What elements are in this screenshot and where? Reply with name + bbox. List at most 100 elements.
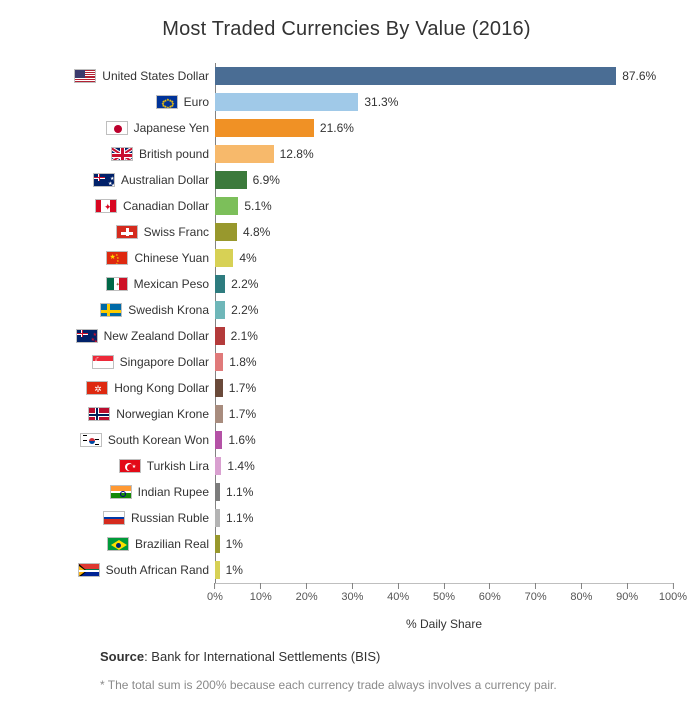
bar — [215, 457, 221, 475]
bar-cell: 1.4% — [215, 453, 673, 479]
x-tick-label: 90% — [616, 591, 638, 603]
category-label: Hong Kong Dollar — [114, 381, 209, 395]
bar — [215, 197, 238, 215]
category-label-cell: ★★★★ New Zealand Dollar — [20, 329, 215, 343]
x-tick: 80% — [570, 583, 592, 603]
bar-row: ★ Turkish Lira 1.4% — [20, 453, 673, 479]
flag-icon: ☾ — [92, 355, 114, 369]
bar — [215, 353, 223, 371]
category-label-cell: South African Rand — [20, 563, 215, 577]
bar-cell: 87.6% — [215, 63, 673, 89]
category-label: South Korean Won — [108, 433, 209, 447]
x-tick-label: 50% — [433, 591, 455, 603]
bar — [215, 561, 220, 579]
value-label: 4.8% — [243, 225, 270, 239]
category-label-cell: Brazilian Real — [20, 537, 215, 551]
bar-row: ✦ Mexican Peso 2.2% — [20, 271, 673, 297]
plot-area: United States Dollar 87.6% ★★★★★★★★★★★★ … — [20, 63, 673, 631]
value-label: 2.2% — [231, 303, 258, 317]
x-axis: 0%10%20%30%40%50%60%70%80%90%100% — [215, 583, 673, 611]
bar-cell: 4.8% — [215, 219, 673, 245]
bar — [215, 171, 247, 189]
bar — [215, 145, 274, 163]
bar-cell: 1% — [215, 531, 673, 557]
category-label: Indian Rupee — [138, 485, 209, 499]
bar-row: ★★★★★★★★★★★★ Euro 31.3% — [20, 89, 673, 115]
category-label-cell: ☾ Singapore Dollar — [20, 355, 215, 369]
value-label: 1.8% — [229, 355, 256, 369]
flag-icon — [88, 407, 110, 421]
bar-cell: 4% — [215, 245, 673, 271]
currency-chart: Most Traded Currencies By Value (2016) U… — [0, 0, 693, 712]
flag-icon: ✦ — [106, 277, 128, 291]
category-label: Euro — [184, 95, 209, 109]
category-label-cell: ★ Turkish Lira — [20, 459, 215, 473]
category-label-cell: Indian Rupee — [20, 485, 215, 499]
bar — [215, 535, 220, 553]
category-label-cell: Norwegian Krone — [20, 407, 215, 421]
flag-icon: ★★★★★ — [93, 173, 115, 187]
bar — [215, 67, 616, 85]
x-tick-label: 0% — [207, 591, 223, 603]
value-label: 1.6% — [228, 433, 255, 447]
bar-row: United States Dollar 87.6% — [20, 63, 673, 89]
bar-cell: 31.3% — [215, 89, 673, 115]
category-label-cell: Swedish Krona — [20, 303, 215, 317]
bar-row: Japanese Yen 21.6% — [20, 115, 673, 141]
bar-cell: 2.2% — [215, 271, 673, 297]
category-label: Singapore Dollar — [120, 355, 209, 369]
category-label: Mexican Peso — [134, 277, 209, 291]
x-axis-area: 0%10%20%30%40%50%60%70%80%90%100% — [20, 583, 673, 611]
bar-row: ★★★★★ Australian Dollar 6.9% — [20, 167, 673, 193]
x-tick-label: 60% — [479, 591, 501, 603]
value-label: 31.3% — [364, 95, 398, 109]
category-label: Turkish Lira — [147, 459, 209, 473]
category-label-cell: Russian Ruble — [20, 511, 215, 525]
x-tick: 60% — [479, 583, 501, 603]
category-label-cell: ✦ Mexican Peso — [20, 277, 215, 291]
value-label: 2.2% — [231, 277, 258, 291]
value-label: 1% — [226, 537, 243, 551]
flag-icon: ★ — [119, 459, 141, 473]
bar-cell: 5.1% — [215, 193, 673, 219]
bar-row: Brazilian Real 1% — [20, 531, 673, 557]
bar-cell: 6.9% — [215, 167, 673, 193]
bar-row: ☾ Singapore Dollar 1.8% — [20, 349, 673, 375]
flag-icon — [116, 225, 138, 239]
x-tick-label: 10% — [250, 591, 272, 603]
flag-icon — [103, 511, 125, 525]
category-label: Japanese Yen — [134, 121, 209, 135]
bar-row: Russian Ruble 1.1% — [20, 505, 673, 531]
value-label: 1% — [226, 563, 243, 577]
value-label: 4% — [239, 251, 256, 265]
category-label-cell: United States Dollar — [20, 69, 215, 83]
value-label: 6.9% — [253, 173, 280, 187]
flag-icon: ✦ — [95, 199, 117, 213]
bar-row: ★★★★ New Zealand Dollar 2.1% — [20, 323, 673, 349]
bar — [215, 249, 233, 267]
flag-icon — [74, 69, 96, 83]
bar-row: ★ ★ ★ ★ ★ Chinese Yuan 4% — [20, 245, 673, 271]
flag-icon — [110, 485, 132, 499]
value-label: 1.7% — [229, 381, 256, 395]
flag-icon — [107, 537, 129, 551]
x-tick: 30% — [341, 583, 363, 603]
bar-row: British pound 12.8% — [20, 141, 673, 167]
bar-row: ✦ Canadian Dollar 5.1% — [20, 193, 673, 219]
bar-rows: United States Dollar 87.6% ★★★★★★★★★★★★ … — [20, 63, 673, 583]
flag-icon — [78, 563, 100, 577]
bar-row: Swiss Franc 4.8% — [20, 219, 673, 245]
x-tick-label: 100% — [659, 591, 687, 603]
bar — [215, 509, 220, 527]
bar — [215, 275, 225, 293]
value-label: 2.1% — [231, 329, 258, 343]
bar-row: South African Rand 1% — [20, 557, 673, 583]
source-line: Source: Bank for International Settlemen… — [100, 649, 673, 664]
category-label: Swedish Krona — [128, 303, 209, 317]
value-label: 12.8% — [280, 147, 314, 161]
category-label: Chinese Yuan — [134, 251, 209, 265]
category-label: Russian Ruble — [131, 511, 209, 525]
flag-icon: ★★★★ — [76, 329, 98, 343]
category-label-cell: ★★★★★★★★★★★★ Euro — [20, 95, 215, 109]
x-axis-label: % Daily Share — [215, 617, 673, 631]
